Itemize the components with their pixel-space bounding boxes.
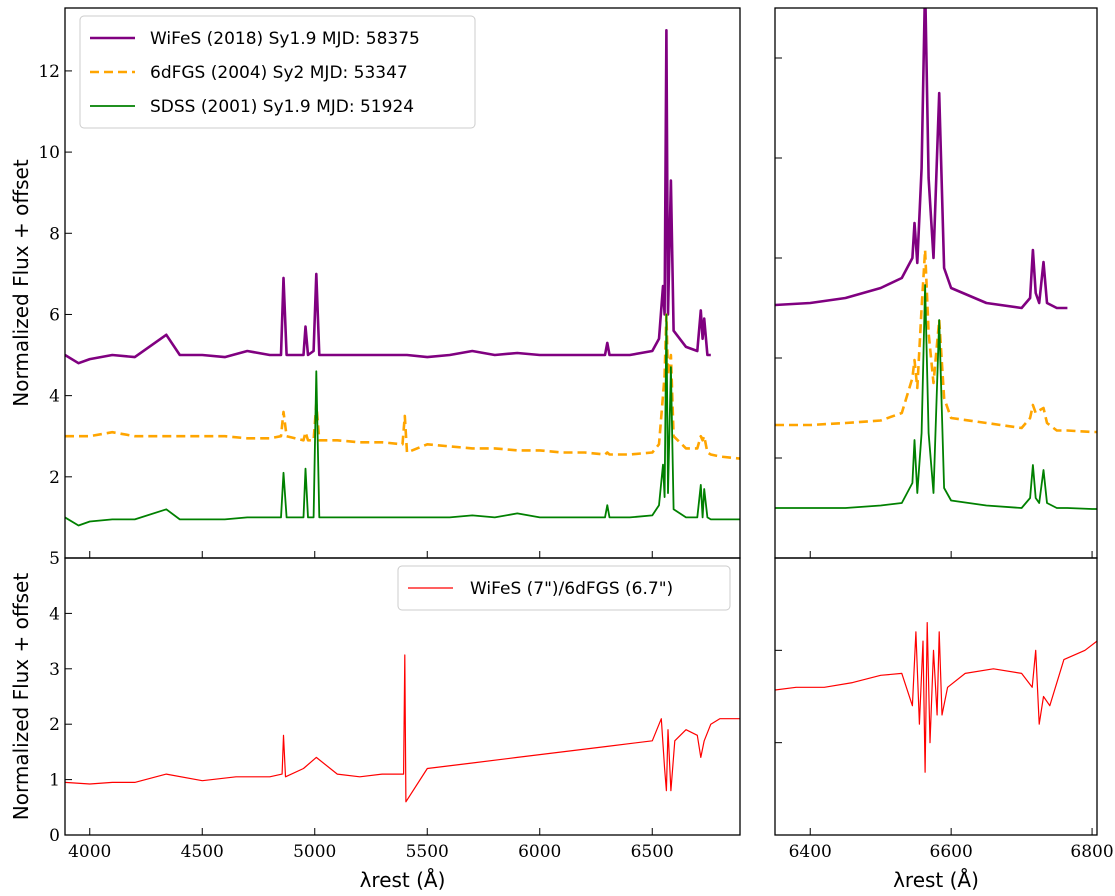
y-tick-label: 2	[49, 468, 60, 488]
y-tick-label: 4	[49, 604, 60, 624]
x-tick-label: 5000	[293, 842, 336, 862]
y-axis-label: Normalized Flux + offset	[9, 573, 33, 821]
spectrum-line	[65, 654, 740, 803]
legend-box	[397, 565, 731, 611]
legend-label: WiFeS (7")/6dFGS (6.7")	[470, 579, 673, 599]
legend-box	[79, 15, 476, 129]
x-tick-label: 6800	[1070, 842, 1113, 862]
axes-frame	[774, 557, 1098, 836]
legend-label: SDSS (2001) Sy1.9 MJD: 51924	[150, 97, 414, 117]
x-axis-label: λrest (Å)	[893, 868, 979, 892]
y-tick-label: 2	[49, 715, 60, 735]
y-tick-label: 0	[49, 826, 60, 846]
axes-frame	[64, 557, 741, 836]
y-tick-label: 1	[49, 771, 60, 791]
plot-area	[775, 8, 1097, 510]
spectrum-line	[65, 313, 740, 460]
x-tick-label: 4500	[181, 842, 224, 862]
y-axis-label: Normalized Flux + offset	[9, 159, 33, 407]
axes-frame	[774, 7, 1098, 559]
x-axis-label: λrest (Å)	[360, 868, 446, 892]
spectrum-line	[775, 284, 1097, 510]
spectrum-line	[65, 29, 711, 365]
spectrum-line	[65, 313, 740, 527]
spectrum-line	[775, 622, 1097, 773]
y-tick-label: 3	[49, 660, 60, 680]
x-tick-label: 6600	[930, 842, 973, 862]
y-tick-label: 8	[49, 224, 60, 244]
x-tick-label: 6500	[631, 842, 674, 862]
x-tick-label: 6400	[789, 842, 832, 862]
y-tick-label: 4	[49, 387, 60, 407]
y-tick-label: 10	[38, 143, 60, 163]
plot-area	[775, 622, 1097, 773]
plot-area	[65, 29, 740, 527]
legend-label: 6dFGS (2004) Sy2 MJD: 53347	[150, 63, 408, 83]
y-tick-label: 5	[49, 549, 60, 569]
x-tick-label: 5500	[406, 842, 449, 862]
spectrum-line	[775, 8, 1068, 310]
x-tick-label: 4000	[68, 842, 111, 862]
y-tick-label: 12	[38, 62, 60, 82]
plot-area	[65, 654, 740, 803]
x-tick-label: 6000	[518, 842, 561, 862]
y-tick-label: 6	[49, 305, 60, 325]
spectrum-line	[775, 248, 1097, 434]
legend-label: WiFeS (2018) Sy1.9 MJD: 58375	[150, 29, 420, 49]
